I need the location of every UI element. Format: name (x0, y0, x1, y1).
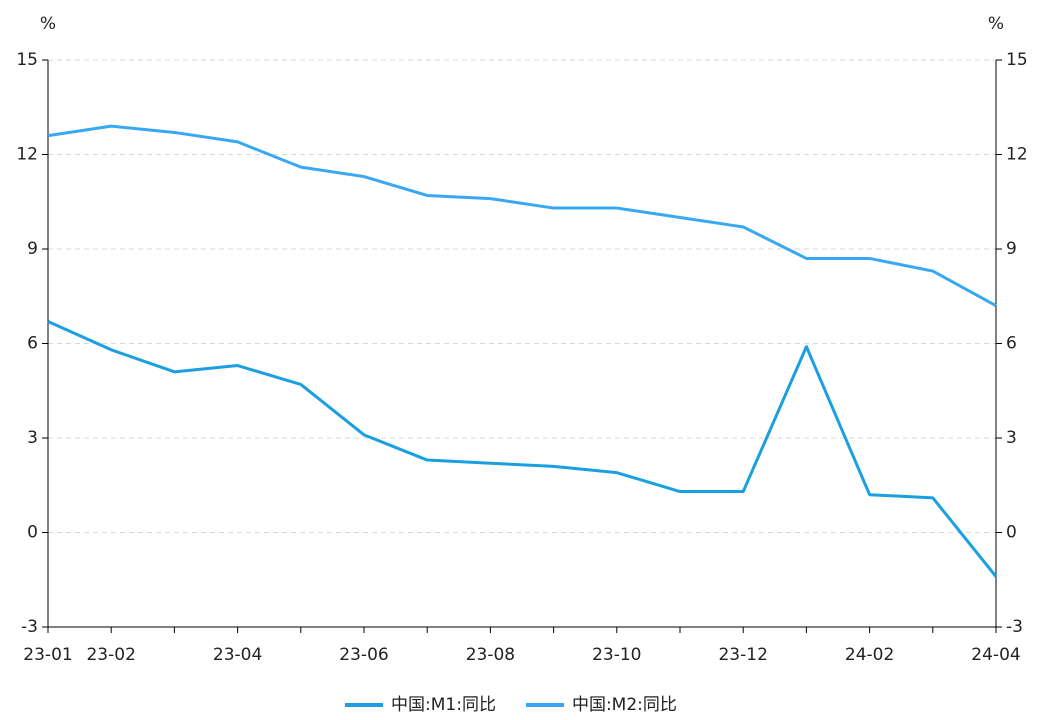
y-tick-label: 12 (16, 145, 38, 165)
x-tick-label: 23-01 (23, 645, 72, 665)
x-tick-label: 23-04 (213, 645, 262, 665)
x-tick-label: 24-04 (971, 645, 1020, 665)
y2-tick-label: -3 (1006, 617, 1023, 637)
line-series (47, 320, 998, 578)
y2-tick-label: 3 (1006, 428, 1017, 448)
y2-tick-label: 0 (1006, 523, 1017, 543)
x-tick-label: 23-06 (339, 645, 388, 665)
line-series (47, 124, 997, 308)
y-tick-label: 6 (27, 334, 38, 354)
y2-unit: % (988, 14, 1004, 34)
y2-tick-label: 12 (1006, 145, 1028, 165)
y-tick-label: -3 (21, 617, 38, 637)
y2-tick-label: 15 (1006, 50, 1028, 70)
y-tick-label: 9 (27, 239, 38, 259)
x-tick-label: 24-02 (845, 645, 894, 665)
x-tick-label: 23-08 (466, 645, 515, 665)
x-tick-label: 23-10 (592, 645, 641, 665)
y-tick-label: 3 (27, 428, 38, 448)
legend-label: 中国:M2:同比 (572, 695, 677, 715)
y-tick-label: 15 (16, 50, 38, 70)
legend-label: 中国:M1:同比 (391, 695, 496, 715)
x-tick-label: 23-02 (86, 645, 135, 665)
y-unit: % (40, 14, 56, 34)
y-tick-label: 0 (27, 523, 38, 543)
y2-tick-label: 6 (1006, 334, 1017, 354)
y2-tick-label: 9 (1006, 239, 1017, 259)
x-tick-label: 23-12 (718, 645, 767, 665)
